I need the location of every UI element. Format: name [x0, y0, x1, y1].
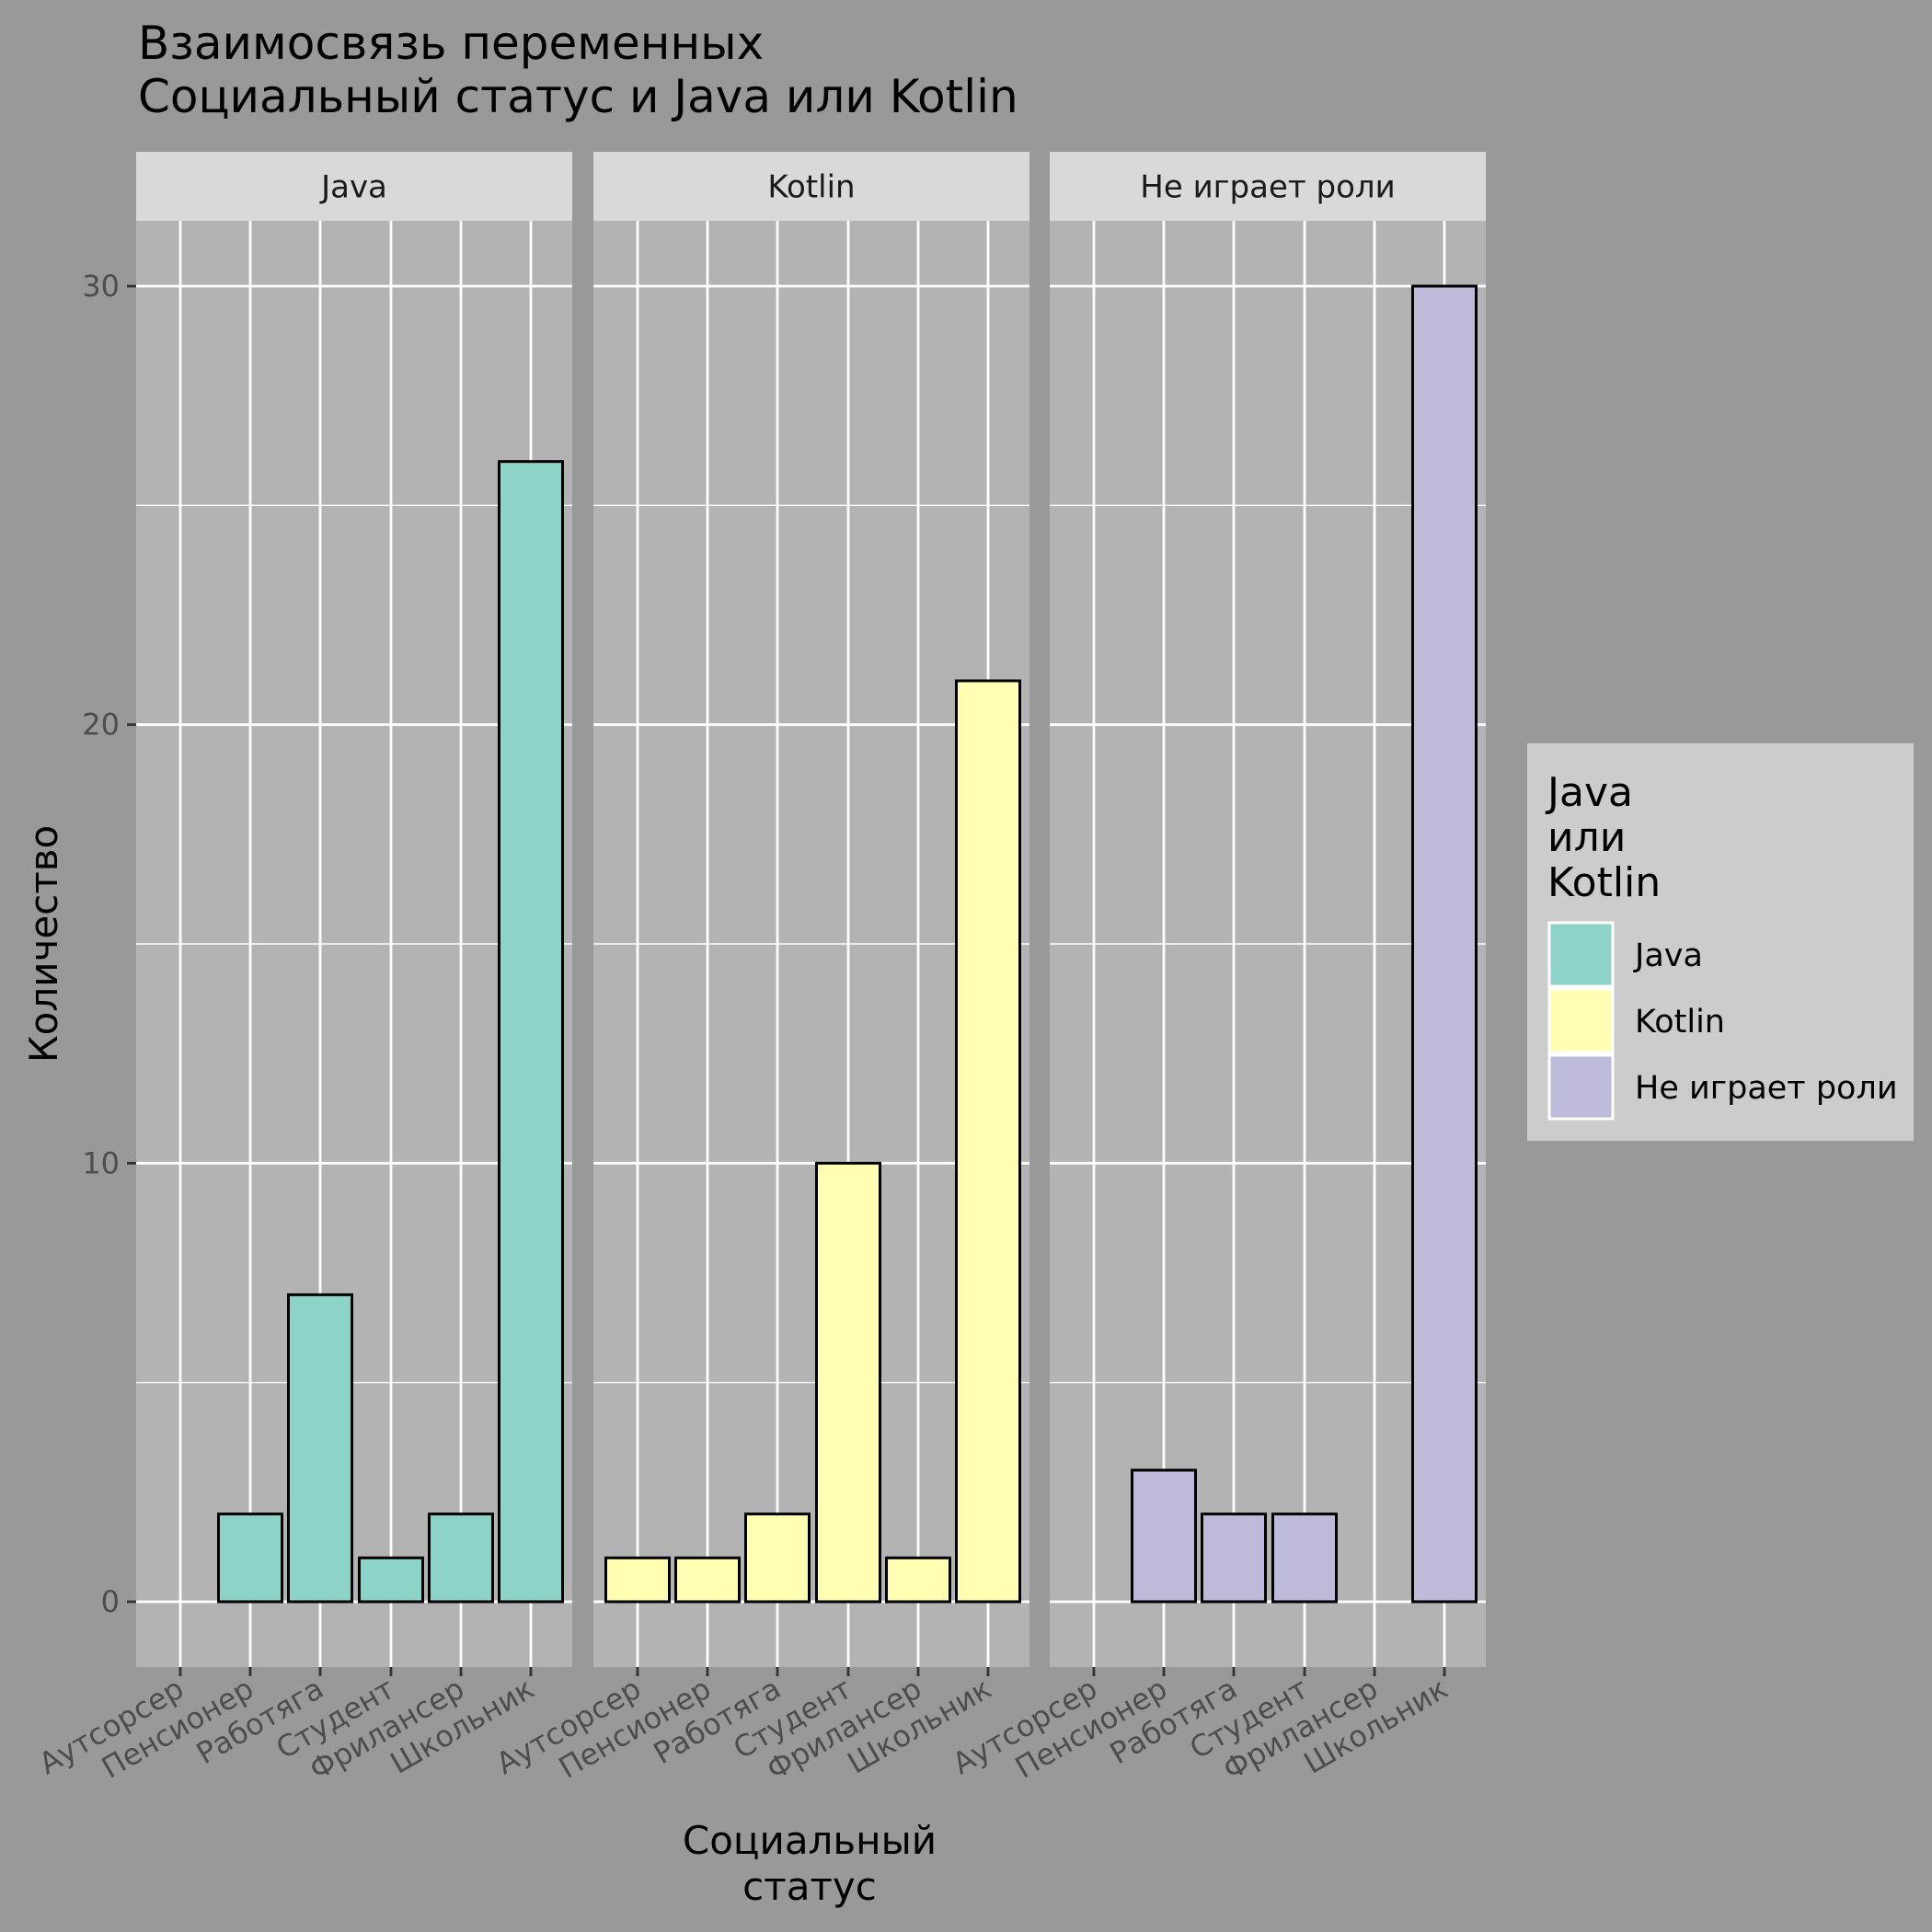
x-axis-title: статус — [742, 1864, 877, 1909]
bar-2-5 — [1411, 284, 1478, 1604]
chart-title-line: Взаимосвязь переменных — [138, 17, 764, 70]
bar-1-2 — [744, 1512, 811, 1604]
y-tick-label: 20 — [82, 707, 120, 742]
facet-strip — [1050, 152, 1486, 221]
y-tick-label: 0 — [101, 1584, 120, 1619]
bar-0-2 — [287, 1293, 353, 1604]
bar-0-4 — [428, 1512, 494, 1604]
legend-title: или — [1547, 814, 1626, 861]
bar-0-3 — [358, 1556, 424, 1604]
facet-strip — [593, 152, 1029, 221]
legend-label: Java — [1633, 937, 1703, 974]
bar-2-1 — [1131, 1468, 1197, 1604]
legend-title: Java — [1545, 769, 1633, 816]
facet-strip-label: Kotlin — [767, 169, 855, 206]
x-axis-title: Социальный — [683, 1818, 937, 1863]
chart-title-line: Социальный статус и Java или Kotlin — [138, 70, 1018, 123]
legend-title: Kotlin — [1547, 859, 1661, 906]
facet-strip-label: Java — [319, 169, 387, 206]
legend-label: Kotlin — [1635, 1004, 1725, 1041]
legend-key — [1547, 921, 1615, 988]
legend-key — [1547, 987, 1615, 1054]
facet-strip-label: Не играет роли — [1140, 169, 1395, 206]
bar-2-3 — [1271, 1512, 1338, 1604]
bar-2-2 — [1201, 1512, 1267, 1604]
legend-label: Не играет роли — [1635, 1070, 1898, 1107]
bar-0-1 — [217, 1512, 283, 1604]
bar-1-4 — [885, 1556, 951, 1604]
bar-0-5 — [498, 460, 564, 1604]
bar-1-1 — [674, 1556, 741, 1604]
legend-key — [1547, 1053, 1615, 1121]
facet-strip — [136, 152, 572, 221]
bar-1-3 — [815, 1161, 881, 1604]
y-tick-label: 10 — [82, 1145, 120, 1180]
bar-1-5 — [955, 679, 1021, 1604]
bar-1-0 — [604, 1556, 671, 1604]
y-axis-title: Количество — [21, 825, 66, 1063]
y-tick-label: 30 — [82, 269, 120, 304]
